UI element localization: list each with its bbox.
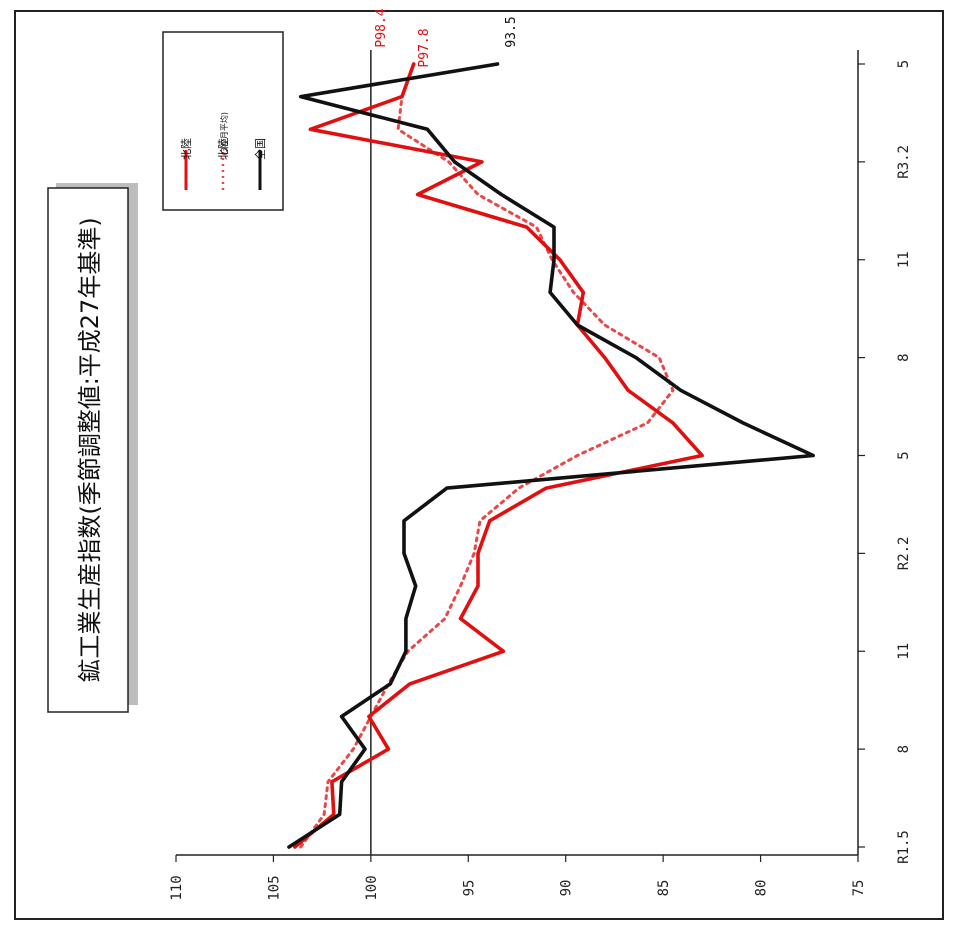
title-box-group: 鉱工業生産指数(季節調整値:平成27年基準) xyxy=(47,183,138,713)
title-box xyxy=(47,187,129,713)
chart-title: 鉱工業生産指数(季節調整値:平成27年基準) xyxy=(76,217,104,682)
legend-box xyxy=(162,31,284,211)
time-tick-label: R1.5 xyxy=(896,830,912,864)
labels-layer: P98.4 P97.8 93.5 xyxy=(374,8,519,67)
time-tick-label: R3.2 xyxy=(896,145,912,179)
time-tick-label: 8 xyxy=(896,745,912,753)
series-layer xyxy=(287,62,815,849)
time-tick-label: 5 xyxy=(896,451,912,459)
end-value-label: P97.8 xyxy=(417,28,432,67)
value-tick-label: 80 xyxy=(754,880,770,897)
value-tick-label: 100 xyxy=(364,875,380,900)
value-tick-label: 105 xyxy=(266,875,282,900)
time-tick-label: 11 xyxy=(896,251,912,268)
time-tick-label: 11 xyxy=(896,643,912,660)
legend: 北陸 北陸(3か月平均) 全国 xyxy=(162,31,284,211)
series-line-1 xyxy=(299,62,675,849)
value-tick-label: 90 xyxy=(559,880,575,897)
end-value-label: 93.5 xyxy=(504,16,519,47)
series-line-2 xyxy=(287,62,815,849)
time-tick-label: 5 xyxy=(896,60,912,68)
chart-frame xyxy=(14,10,944,920)
time-tick-label: 8 xyxy=(896,353,912,361)
axes-group: 75 80 85 90 95 100 105 110 R1.5 8 11 R2.2 5 8 11 R3.2 5 xyxy=(169,50,912,901)
legend-label: 北陸 xyxy=(217,138,230,160)
legend-label: 北陸 xyxy=(180,138,193,160)
legend-label: 全国 xyxy=(253,138,267,160)
value-tick-label: 95 xyxy=(461,880,477,897)
legend-sublabel: (3か月平均) xyxy=(219,112,229,155)
end-value-label: P98.4 xyxy=(374,8,389,47)
series-line-3 xyxy=(308,62,416,132)
value-tick-label: 75 xyxy=(851,880,867,897)
value-tick-label: 85 xyxy=(656,880,672,897)
value-tick-label: 110 xyxy=(169,875,185,900)
time-tick-label: R2.2 xyxy=(896,537,912,571)
series-line-0 xyxy=(293,127,704,849)
